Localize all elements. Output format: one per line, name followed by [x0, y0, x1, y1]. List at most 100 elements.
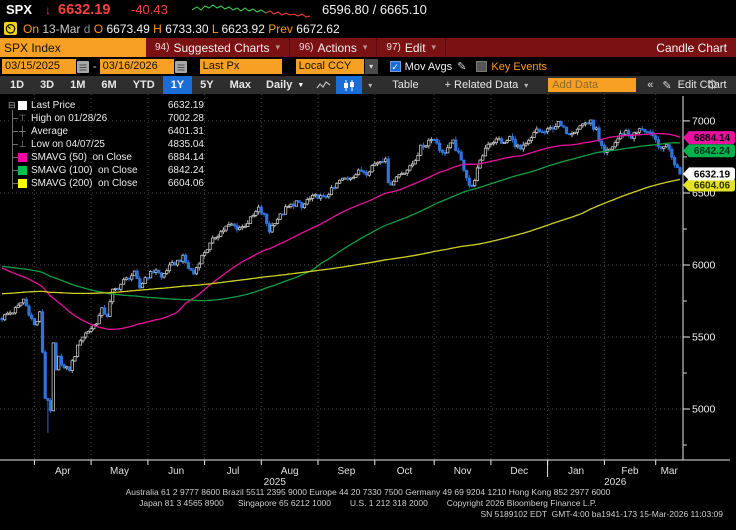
menu-label: Suggested Charts	[173, 40, 270, 55]
price-tags: 6842.24 6604.06 6884.14 6632.19	[683, 131, 735, 192]
price-tag	[683, 167, 735, 181]
footer-session-info: SN 5189102 EDT GMT-4:00 ba1941-173 15-Ma…	[480, 509, 723, 519]
edit-mov-avgs-pencil-icon[interactable]: ✎	[457, 61, 467, 73]
legend-value: 6884.14	[167, 152, 204, 163]
menu-number: 94)	[155, 42, 170, 53]
ticker-input[interactable]: SPX Index	[0, 38, 146, 57]
date-to-input[interactable]: 03/16/2026	[99, 59, 174, 74]
svg-text:Apr: Apr	[55, 466, 71, 477]
price-tag-value: 6632.19	[694, 169, 731, 180]
gear-icon[interactable]: ⚙	[706, 77, 718, 92]
key-events-label[interactable]: Key Events	[491, 60, 548, 73]
menu-number: 96)	[299, 42, 314, 53]
menu-edit[interactable]: 97) Edit ▾	[377, 38, 447, 57]
low-label: L	[211, 21, 219, 36]
session-info-bar: On 13-Mar d O 6673.49 H 6733.30 L 6623.9…	[0, 19, 736, 38]
chart-type-dropdown[interactable]: ▾	[368, 80, 373, 90]
legend-value: 4835.04	[167, 139, 204, 150]
legend-label: SMAVG (50) on Close	[31, 152, 132, 163]
related-data-label: + Related Data	[444, 79, 519, 91]
calendar-icon[interactable]	[77, 60, 90, 74]
range-3d[interactable]: 3D	[40, 79, 55, 91]
menu-actions[interactable]: 96) Actions ▾	[290, 38, 378, 57]
range-max[interactable]: Max	[229, 79, 252, 91]
last-price: 6632.19	[58, 1, 111, 18]
mov-avgs-checkbox[interactable]: ✓	[389, 61, 401, 72]
security-header: SPX ↓ 6632.19 -40.43 6596.80 / 6665.10	[0, 0, 736, 19]
chart-controls-bar: 03/15/2025 - 03/16/2026 Last Px Local CC…	[0, 57, 736, 76]
legend-high[interactable]: ⊤ High on 01/28/26 7002.28	[8, 112, 206, 125]
legend-value: 6842.24	[167, 165, 204, 176]
legend-label: High on 01/28/26	[31, 113, 108, 124]
high-marker-icon: ⊤	[18, 113, 27, 123]
calendar-icon[interactable]	[174, 60, 188, 74]
key-events-checkbox[interactable]	[476, 61, 488, 72]
price-tag-value: 6842.24	[694, 146, 731, 157]
line-chart-type-button[interactable]	[311, 76, 336, 94]
menu-suggested-charts[interactable]: 94) Suggested Charts ▾	[146, 38, 291, 57]
chevron-down-icon: ▼	[297, 81, 305, 89]
range-6m[interactable]: 6M	[101, 79, 117, 91]
legend-label: SMAVG (200) on Close	[31, 178, 138, 189]
edit-chart-button[interactable]: Edit Chart	[677, 79, 727, 91]
chevron-down-icon[interactable]: ▾	[364, 59, 378, 74]
menu-label: Edit	[404, 40, 426, 55]
low-value: 6623.92	[221, 21, 265, 36]
svg-text:May: May	[110, 466, 129, 477]
date-from-input[interactable]: 03/15/2025	[2, 59, 76, 74]
legend-label: Average	[31, 126, 69, 137]
svg-text:2025: 2025	[264, 477, 287, 486]
table-button[interactable]: Table	[392, 79, 419, 91]
range-1m[interactable]: 1M	[70, 79, 86, 91]
period-select[interactable]: Daily ▼	[259, 76, 311, 94]
prev-value: 6672.62	[296, 21, 340, 36]
chart-area[interactable]: 7000 6500 6000 5500 5000 Apr May Jun Jul Aug Sep Oc…	[0, 94, 736, 488]
chevron-down-icon: ▾	[524, 80, 529, 90]
legend-smavg-100[interactable]: SMAVG (100) on Close 6842.24	[8, 164, 206, 177]
ticker-input-value: SPX Index	[4, 40, 61, 55]
bid-ask: 6596.80 / 6665.10	[322, 2, 427, 17]
candle-chart-type-button[interactable]	[336, 76, 363, 94]
range-5y[interactable]: 5Y	[200, 79, 214, 91]
legend-value: 6604.06	[167, 178, 204, 189]
chart-legend: ⊟ Last Price 6632.19 ⊤ High on 01/28/26 …	[8, 99, 206, 190]
ticker-symbol: SPX	[6, 2, 33, 17]
chart-toolbar: 1D 3D 1M 6M YTD 1Y 5Y Max Daily ▼ ▾ Tabl…	[0, 76, 736, 94]
period-value: Daily	[266, 79, 293, 91]
svg-text:Feb: Feb	[621, 466, 639, 477]
range-1y[interactable]: 1Y	[162, 76, 193, 94]
edit-chart-pencil-icon[interactable]: ✎	[662, 79, 672, 92]
svg-text:Aug: Aug	[281, 466, 299, 477]
last-price-swatch	[18, 101, 27, 110]
related-data-button[interactable]: + Related Data ▾	[437, 76, 543, 94]
gauge-icon	[4, 22, 17, 35]
svg-text:Jun: Jun	[168, 466, 184, 477]
range-ytd[interactable]: YTD	[132, 79, 155, 91]
legend-smavg-50[interactable]: SMAVG (50) on Close 6884.14	[8, 151, 206, 164]
mov-avgs-label[interactable]: Mov Avgs	[404, 60, 453, 73]
legend-tree-line	[12, 110, 13, 189]
footer-phones-line1: Australia 61 2 9777 8600 Brazil 5511 239…	[125, 487, 611, 497]
chevron-down-icon: ▾	[431, 42, 437, 52]
price-field-input[interactable]: Last Px	[199, 59, 282, 74]
high-value: 6733.30	[165, 21, 209, 36]
add-data-input[interactable]: Add Data	[548, 78, 637, 92]
legend-last-price[interactable]: ⊟ Last Price 6632.19	[8, 99, 206, 112]
date-range-dash: -	[93, 60, 97, 73]
currency-select[interactable]: Local CCY	[295, 59, 364, 74]
range-1d[interactable]: 1D	[10, 79, 25, 91]
chevron-down-icon: ▾	[362, 42, 368, 52]
collapse-panel-button[interactable]: «	[647, 79, 654, 91]
price-tag	[683, 178, 735, 192]
svg-text:Nov: Nov	[454, 466, 472, 477]
open-value: 6673.49	[106, 21, 150, 36]
price-change: -40.43	[131, 2, 168, 17]
legend-average[interactable]: ┼ Average 6401.31	[8, 125, 206, 138]
legend-low[interactable]: ⊥ Low on 04/07/25 4835.04	[8, 138, 206, 151]
legend-expander-icon[interactable]: ⊟	[8, 100, 16, 110]
svg-text:Jul: Jul	[227, 466, 240, 477]
legend-smavg-200[interactable]: SMAVG (200) on Close 6604.06	[8, 177, 206, 190]
legend-label: SMAVG (100) on Close	[31, 165, 138, 176]
